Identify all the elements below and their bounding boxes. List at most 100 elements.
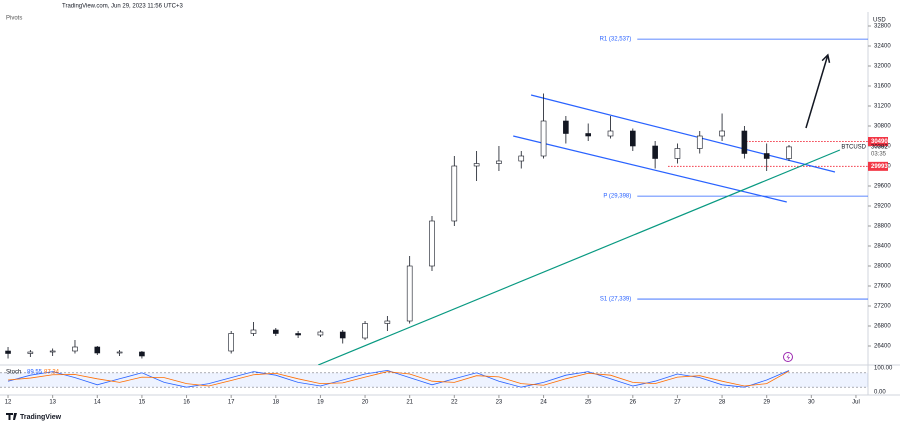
x-tick-label: 18 — [272, 400, 279, 406]
candle-body — [630, 130, 636, 147]
pivot-label: R1 (32,537) — [600, 37, 632, 43]
symbol-label: BTCUSD — [841, 144, 866, 150]
alert-circle — [783, 352, 793, 362]
x-tick-label: 26 — [629, 400, 636, 406]
candle-body — [139, 351, 145, 357]
alert-icon — [783, 352, 793, 362]
stoch-line — [7, 370, 790, 387]
x-tick-label: 13 — [49, 400, 56, 406]
x-tick-label: 16 — [183, 400, 190, 406]
candle-body — [228, 333, 234, 352]
x-tick-label: 28 — [719, 400, 726, 406]
x-tick-label: 29 — [763, 400, 770, 406]
y-tick-label: 32400 — [874, 44, 891, 50]
plot-area — [5, 38, 868, 365]
candle-body — [429, 220, 435, 267]
alert-bolt — [786, 354, 790, 361]
x-tick-label: Jul — [852, 400, 860, 406]
brand-name: TradingView — [20, 414, 62, 421]
brand: TradingView — [6, 413, 62, 421]
level-tag — [868, 161, 888, 171]
x-tick-label: 14 — [94, 400, 101, 406]
stoch-label: Stoch — [6, 370, 21, 376]
y-tick-label: 26800 — [874, 324, 891, 330]
y-tick-label: 29200 — [874, 204, 891, 210]
x-tick-label: 23 — [496, 400, 503, 406]
candle-body — [406, 265, 413, 322]
candle-body — [317, 331, 324, 336]
y-tick-label: 28400 — [874, 244, 891, 250]
candle-body — [451, 165, 458, 222]
candle-body — [473, 163, 480, 167]
candle-body — [763, 153, 770, 159]
brand-logo — [6, 413, 17, 420]
candle-body — [72, 346, 78, 352]
candle-body — [116, 351, 123, 354]
currency-label: USD — [873, 18, 886, 24]
candle-body — [696, 135, 703, 149]
stoch-k-value: 89.55 — [27, 370, 43, 376]
candle-body — [496, 160, 502, 164]
pivot-label: S1 (27,339) — [600, 297, 631, 303]
y-tick-label: 28000 — [874, 264, 891, 270]
x-tick-label: 12 — [5, 400, 12, 406]
candle-body — [786, 146, 792, 159]
candle-body — [585, 133, 591, 137]
stoch-line — [7, 369, 790, 388]
candle-body — [540, 120, 547, 157]
last-price-label: 30382 — [871, 144, 888, 150]
x-tick-label: 22 — [451, 400, 458, 406]
countdown-label: 03:35 — [871, 151, 887, 157]
candle-body — [27, 351, 34, 354]
y-tick-label: 30400 — [874, 144, 891, 150]
source-label: TradingView.com, Jun 29, 2023 11:56 UTC+… — [62, 4, 183, 10]
candle-body — [5, 350, 11, 354]
y-tick-label: 30800 — [874, 124, 891, 130]
pivot-label: P (29,398) — [603, 194, 631, 200]
y-tick-label: 31200 — [874, 104, 891, 110]
candle-body — [250, 329, 257, 334]
indicator-label: Pivots — [6, 16, 22, 22]
y-tick-label: 27200 — [874, 304, 891, 310]
stoch-tick-label: 100.00 — [874, 366, 893, 372]
level-label: 30490 — [871, 139, 888, 145]
x-tick-label: 24 — [540, 400, 547, 406]
x-tick-label: 21 — [406, 400, 413, 406]
candle-body — [563, 120, 569, 134]
y-tick-label: 32800 — [874, 24, 891, 30]
candle-body — [339, 331, 346, 339]
candle-body — [652, 145, 658, 159]
x-tick-label: 20 — [362, 400, 369, 406]
stoch-d-value: 87.34 — [44, 370, 60, 376]
candle-body — [49, 350, 56, 353]
arrow-head — [821, 53, 831, 63]
candle-body — [719, 130, 725, 137]
candle-body — [674, 148, 681, 159]
y-tick-label: 28800 — [874, 224, 891, 230]
arrow-shaft — [805, 54, 829, 129]
y-tick-label: 31600 — [874, 84, 891, 90]
x-tick-label: 25 — [585, 400, 592, 406]
x-tick-label: 19 — [317, 400, 324, 406]
x-tick-label: 15 — [139, 400, 146, 406]
y-tick-label: 26400 — [874, 344, 891, 350]
x-tick-label: 17 — [228, 400, 235, 406]
stoch-tick-label: 0.00 — [874, 390, 886, 396]
candle-body — [518, 155, 525, 162]
candle-body — [384, 320, 391, 324]
candle-body — [362, 323, 368, 339]
x-tick-label: 27 — [674, 400, 681, 406]
x-tick-label: 30 — [808, 400, 815, 406]
trendline — [317, 149, 841, 365]
candle-body — [607, 130, 614, 137]
candle-body — [295, 333, 301, 336]
y-tick-label: 32000 — [874, 64, 891, 70]
level-label: 29993 — [871, 164, 888, 170]
y-tick-label: 27600 — [874, 284, 891, 290]
y-tick-label: 29600 — [874, 184, 891, 190]
candle-body — [94, 346, 101, 354]
candle-body — [741, 130, 748, 154]
level-tag — [868, 137, 888, 146]
